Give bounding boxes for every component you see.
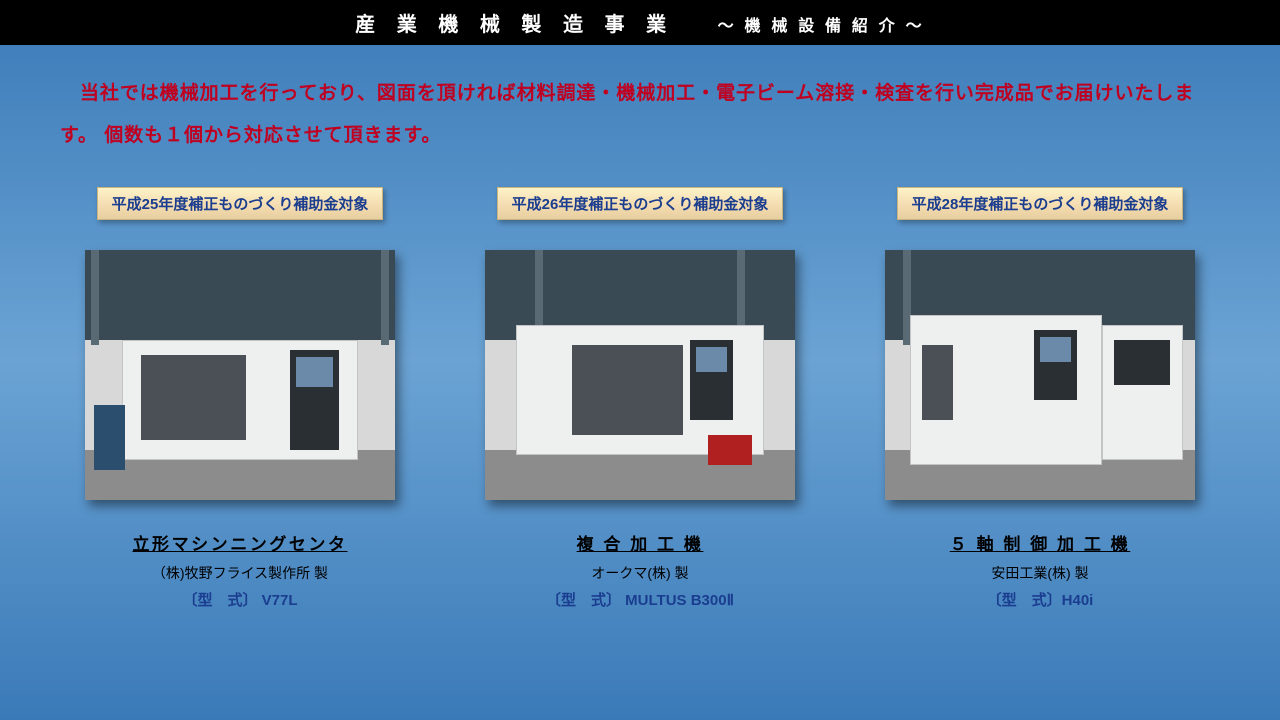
- description-text: 当社では機械加工を行っており、図面を頂ければ材料調達・機械加工・電子ビーム溶接・…: [0, 45, 1280, 177]
- header-subtitle: ～ 機 械 設 備 紹 介 ～: [718, 18, 925, 35]
- machine-maker: （株)牧野フライス製作所 製: [152, 563, 328, 583]
- machines-row: 平成25年度補正ものづくり補助金対象 立形マシンニングセンタ （株)牧野フライス…: [0, 177, 1280, 610]
- machine-photo: [485, 250, 795, 500]
- machine-maker: 安田工業(株) 製: [991, 563, 1088, 583]
- machine-card: 平成28年度補正ものづくり補助金対象 ５ 軸 制 御 加 工 機 安田工業(株)…: [860, 187, 1220, 610]
- machine-photo: [885, 250, 1195, 500]
- machine-card: 平成26年度補正ものづくり補助金対象 複 合 加 工 機 オークマ(株) 製 〔…: [460, 187, 820, 610]
- subsidy-badge: 平成26年度補正ものづくり補助金対象: [497, 187, 784, 220]
- machine-card: 平成25年度補正ものづくり補助金対象 立形マシンニングセンタ （株)牧野フライス…: [60, 187, 420, 610]
- machine-name: 立形マシンニングセンタ: [132, 530, 347, 555]
- machine-model: 〔型 式〕 MULTUS B300Ⅱ: [546, 589, 734, 610]
- header-title: 産 業 機 械 製 造 事 業: [355, 14, 674, 36]
- machine-name: 複 合 加 工 機: [577, 530, 704, 555]
- subsidy-badge: 平成25年度補正ものづくり補助金対象: [97, 187, 384, 220]
- header-bar: 産 業 機 械 製 造 事 業 ～ 機 械 設 備 紹 介 ～: [0, 0, 1280, 45]
- machine-maker: オークマ(株) 製: [591, 563, 688, 583]
- machine-photo: [85, 250, 395, 500]
- machine-model: 〔型 式〕 V77L: [182, 589, 297, 610]
- subsidy-badge: 平成28年度補正ものづくり補助金対象: [897, 187, 1184, 220]
- machine-name: ５ 軸 制 御 加 工 機: [950, 530, 1131, 555]
- machine-model: 〔型 式〕H40i: [987, 589, 1094, 610]
